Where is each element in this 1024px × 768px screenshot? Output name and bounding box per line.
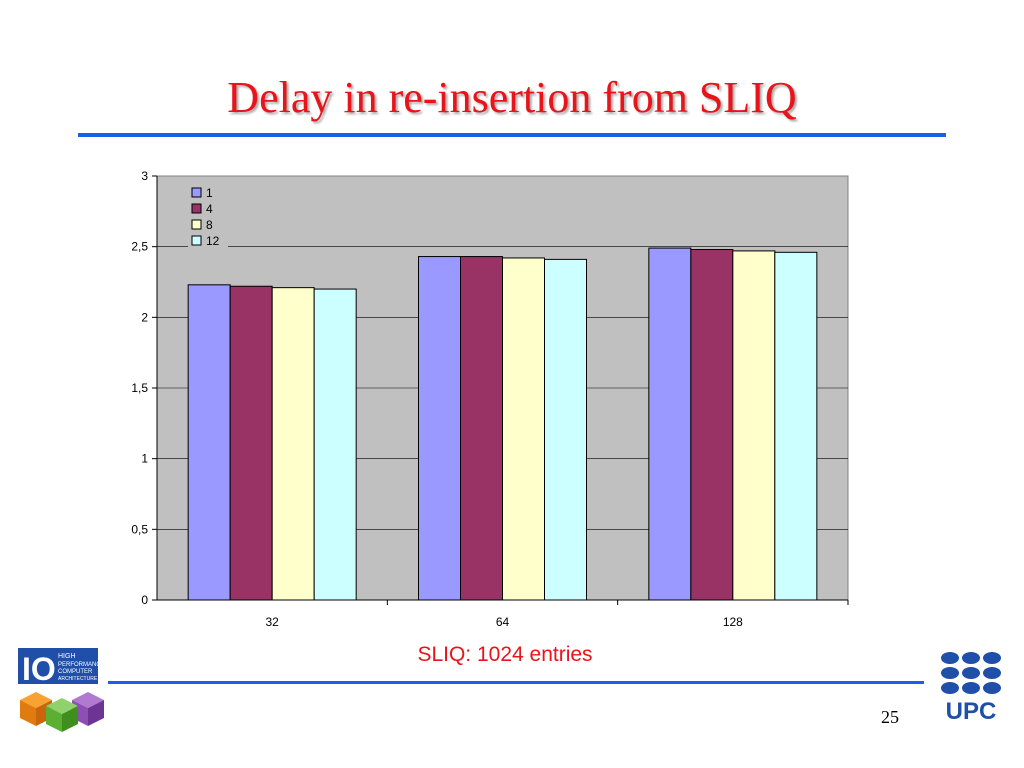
bar-12-128 (774, 251, 818, 601)
bar-8-64 (502, 257, 545, 601)
hpca-logo-line-1: HIGH (58, 653, 76, 660)
y-tick-label: 0,5 (131, 522, 148, 536)
hpca-logo-line-2: PERFORMANCE (58, 662, 105, 668)
x-tick-label: 32 (265, 615, 279, 629)
bar-1-64 (418, 256, 461, 601)
bar-1-128 (648, 247, 692, 601)
footer-divider (108, 681, 924, 684)
hpca-logo-line-4: ARCHITECTURE (58, 676, 98, 682)
bar-4-128 (690, 248, 734, 601)
legend-swatch-4 (191, 203, 202, 214)
bar-1-32 (187, 284, 231, 601)
hpca-logo-banner (18, 648, 98, 684)
y-tick-label: 3 (141, 169, 148, 183)
legend-swatch-1 (191, 187, 202, 198)
hpca-logo-io: IO (22, 651, 56, 687)
x-tick-label: 64 (496, 615, 510, 629)
legend-label-1: 1 (206, 186, 213, 200)
hpca-logo-line-3: COMPUTER (58, 669, 93, 675)
legend-label-12: 12 (206, 234, 220, 248)
chart-caption: SLIQ: 1024 entries (417, 643, 593, 666)
y-tick-label: 1 (141, 452, 148, 466)
legend-swatch-8 (191, 219, 202, 230)
bar-4-64 (460, 256, 503, 601)
bar-8-32 (271, 287, 315, 601)
y-tick-label: 1,5 (131, 381, 148, 395)
bar-4-32 (229, 285, 273, 601)
title-divider (78, 133, 946, 137)
legend-swatch-12 (191, 235, 202, 246)
bar-8-128 (732, 250, 776, 601)
page-number: 25 (881, 707, 899, 727)
slide-title: Delay in re-insertion from SLIQ (227, 73, 797, 122)
x-tick-label: 128 (723, 615, 743, 629)
y-tick-label: 2,5 (131, 240, 148, 254)
legend-label-8: 8 (206, 218, 213, 232)
hpca-logo: IO HIGH PERFORMANCE COMPUTER ARCHITECTUR… (18, 648, 105, 732)
upc-logo-text: UPC (946, 698, 997, 723)
bar-12-64 (544, 258, 587, 601)
bar-12-32 (313, 288, 357, 601)
y-tick-label: 0 (141, 593, 148, 607)
upc-logo: UPC (941, 652, 1001, 723)
y-tick-label: 2 (141, 310, 148, 324)
legend-label-4: 4 (206, 202, 213, 216)
